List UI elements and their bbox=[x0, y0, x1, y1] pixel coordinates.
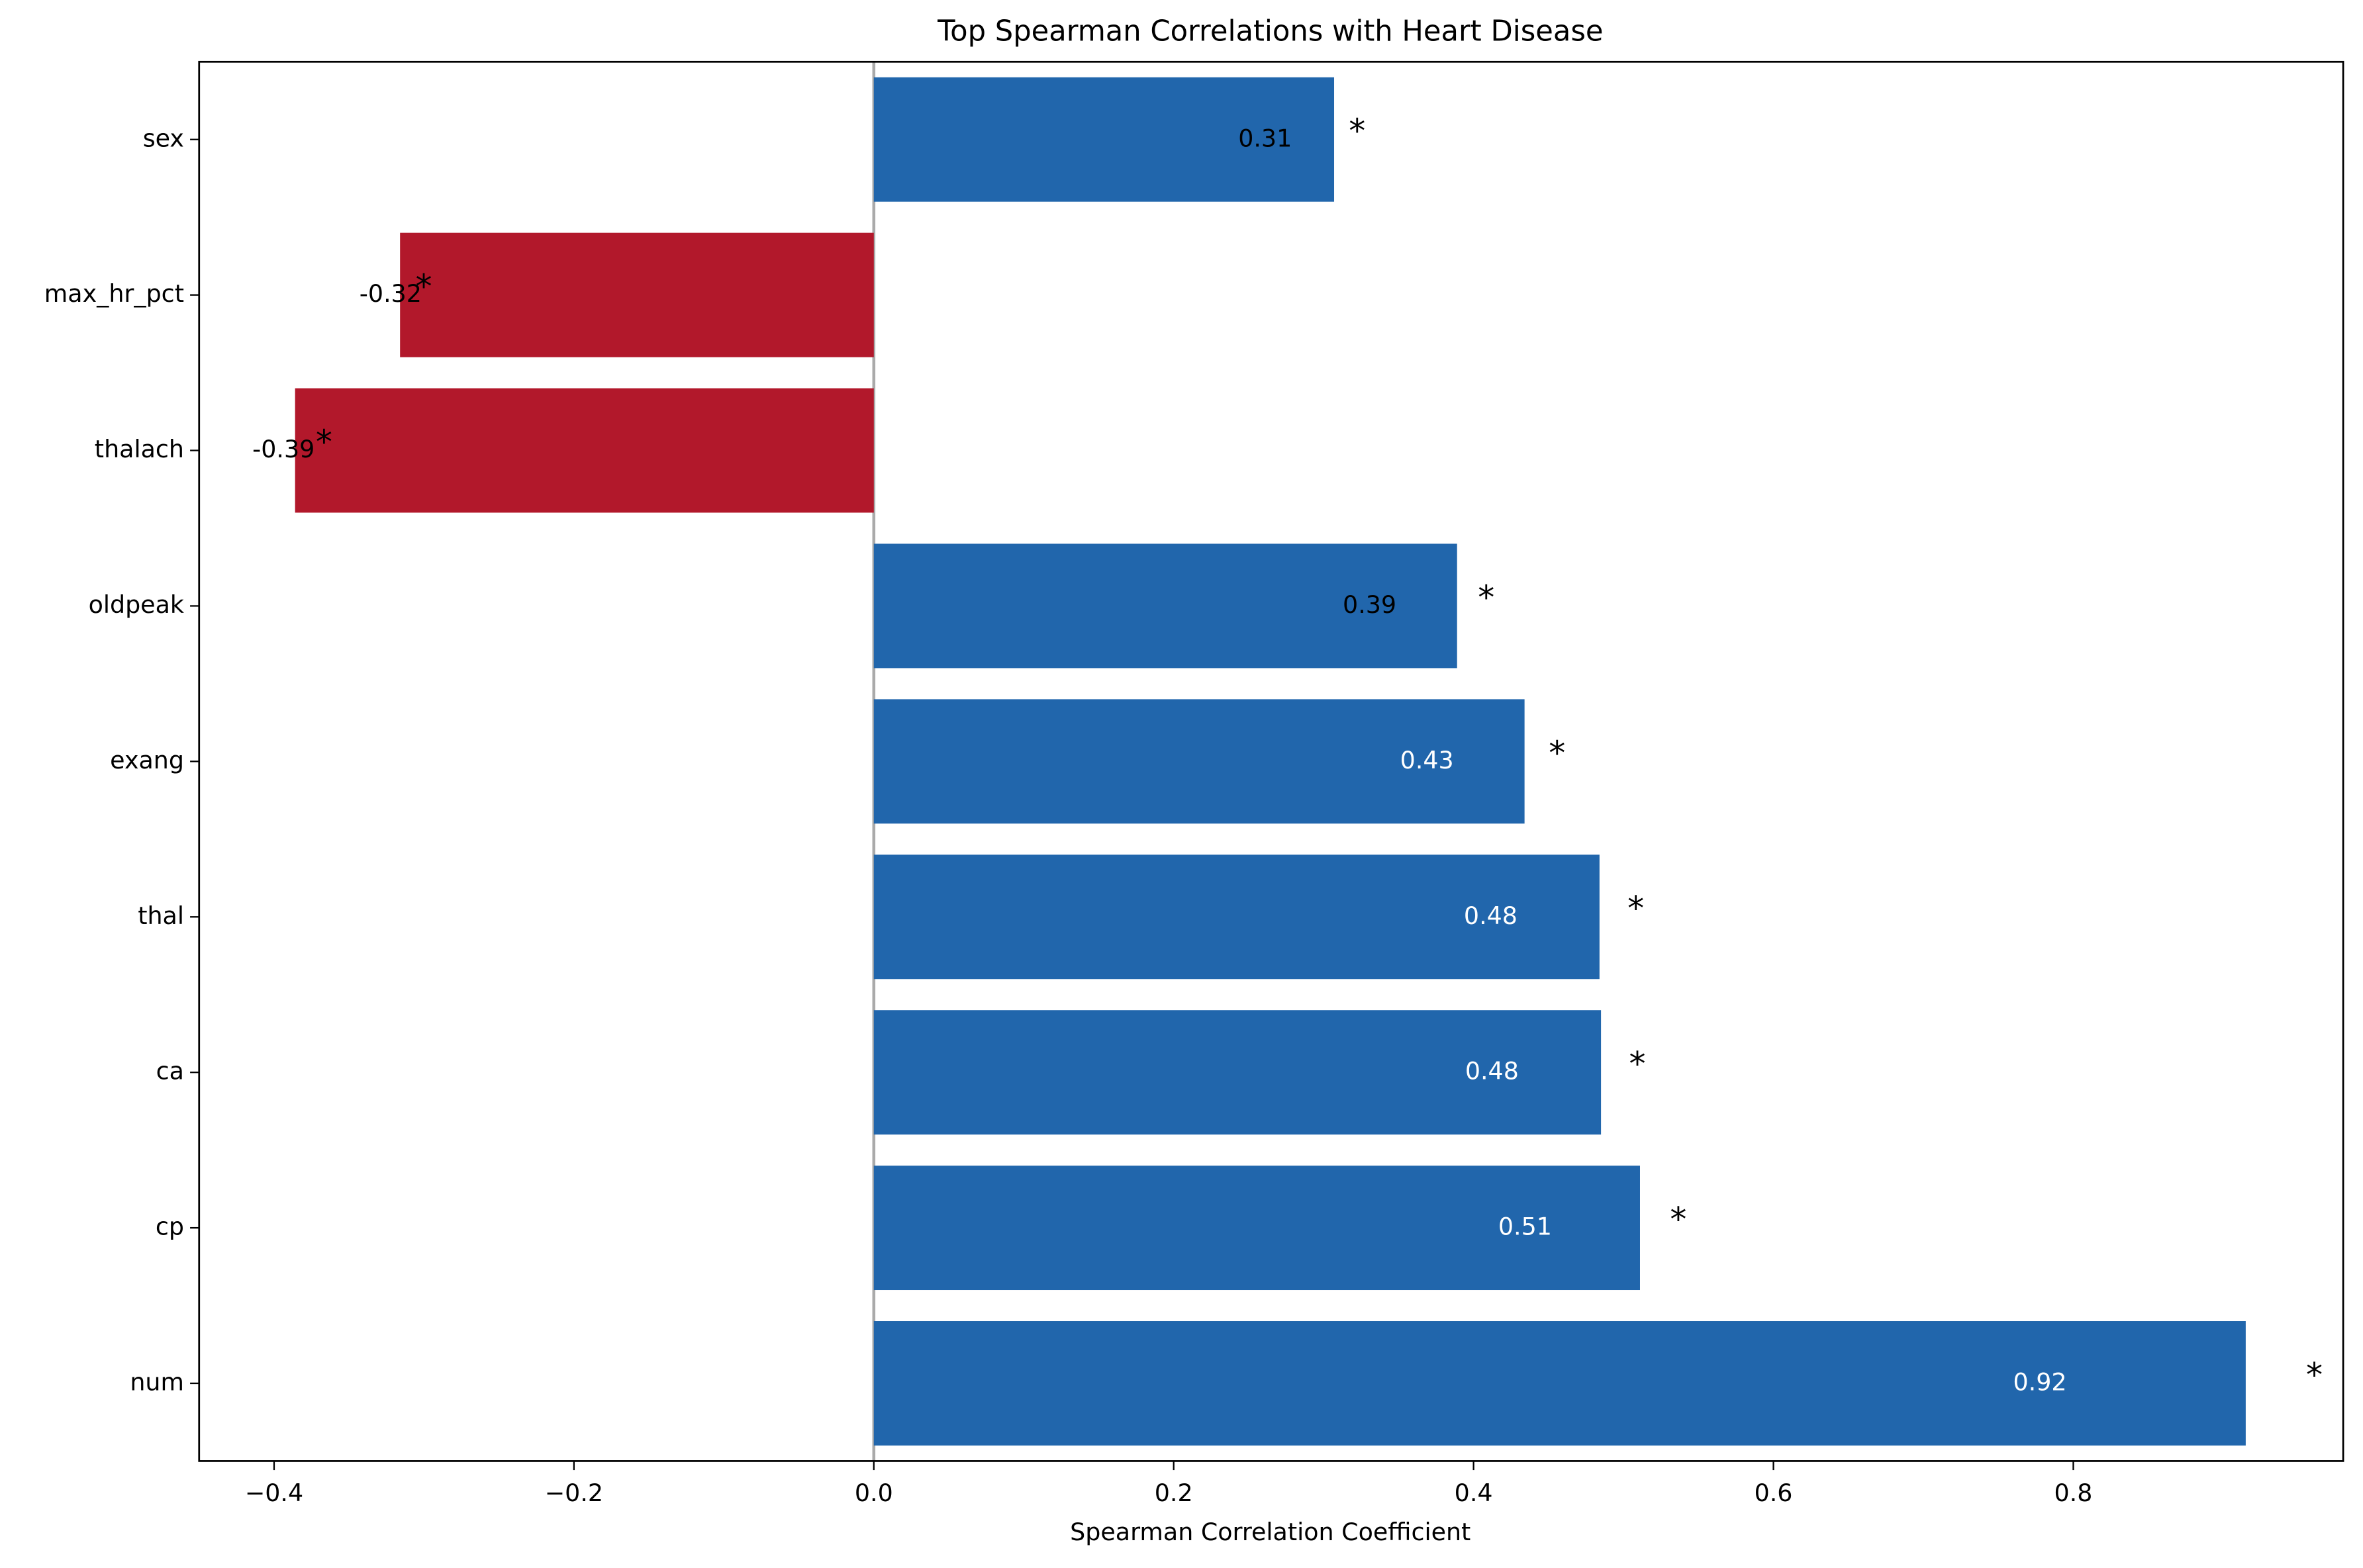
significance-marker: * bbox=[1670, 1200, 1686, 1238]
y-tick-label: thal bbox=[138, 901, 184, 930]
y-tick-label: cp bbox=[156, 1213, 184, 1241]
significance-marker: * bbox=[316, 423, 332, 461]
value-label: 0.39 bbox=[1343, 590, 1396, 619]
value-label: 0.48 bbox=[1464, 901, 1518, 930]
value-label: 0.51 bbox=[1498, 1213, 1552, 1241]
y-tick-label: oldpeak bbox=[89, 590, 184, 619]
y-tick-label: thalach bbox=[95, 435, 184, 463]
x-tick-label: 0.2 bbox=[1155, 1479, 1193, 1507]
value-label: 0.43 bbox=[1400, 746, 1454, 774]
x-axis-label: Spearman Correlation Coefficient bbox=[1070, 1518, 1471, 1546]
x-tick-label: −0.4 bbox=[245, 1479, 303, 1507]
y-tick-label: max_hr_pct bbox=[44, 279, 184, 308]
value-label: -0.32 bbox=[360, 279, 422, 308]
bar bbox=[873, 1321, 2246, 1446]
bar bbox=[873, 543, 1457, 669]
bar bbox=[400, 232, 874, 357]
y-tick-label: sex bbox=[143, 124, 184, 152]
value-label: 0.92 bbox=[2013, 1367, 2067, 1396]
bar bbox=[873, 1010, 1602, 1135]
bar bbox=[873, 77, 1335, 202]
significance-marker: * bbox=[1549, 734, 1565, 772]
y-tick-label: ca bbox=[156, 1057, 184, 1085]
x-tick-label: 0.6 bbox=[1755, 1479, 1793, 1507]
significance-marker: * bbox=[2306, 1356, 2323, 1394]
significance-marker: * bbox=[1627, 890, 1644, 928]
x-tick-label: 0.0 bbox=[855, 1479, 893, 1507]
plot-frame bbox=[198, 60, 2344, 1462]
bar bbox=[295, 388, 874, 513]
chart-title: Top Spearman Correlations with Heart Dis… bbox=[937, 15, 1603, 48]
x-tick-label: −0.2 bbox=[545, 1479, 603, 1507]
y-tick-label: exang bbox=[110, 746, 184, 774]
x-tick-label: 0.4 bbox=[1455, 1479, 1493, 1507]
bar bbox=[873, 699, 1525, 824]
bar bbox=[873, 854, 1600, 980]
value-label: 0.31 bbox=[1238, 124, 1292, 152]
y-tick-label: num bbox=[130, 1367, 184, 1396]
significance-marker: * bbox=[1349, 112, 1365, 150]
x-tick-label: 0.8 bbox=[2054, 1479, 2092, 1507]
value-label: -0.39 bbox=[252, 435, 314, 463]
value-label: 0.48 bbox=[1465, 1057, 1519, 1085]
significance-marker: * bbox=[1478, 578, 1494, 617]
significance-marker: * bbox=[415, 267, 432, 306]
significance-marker: * bbox=[1629, 1045, 1646, 1084]
bar bbox=[873, 1166, 1640, 1291]
